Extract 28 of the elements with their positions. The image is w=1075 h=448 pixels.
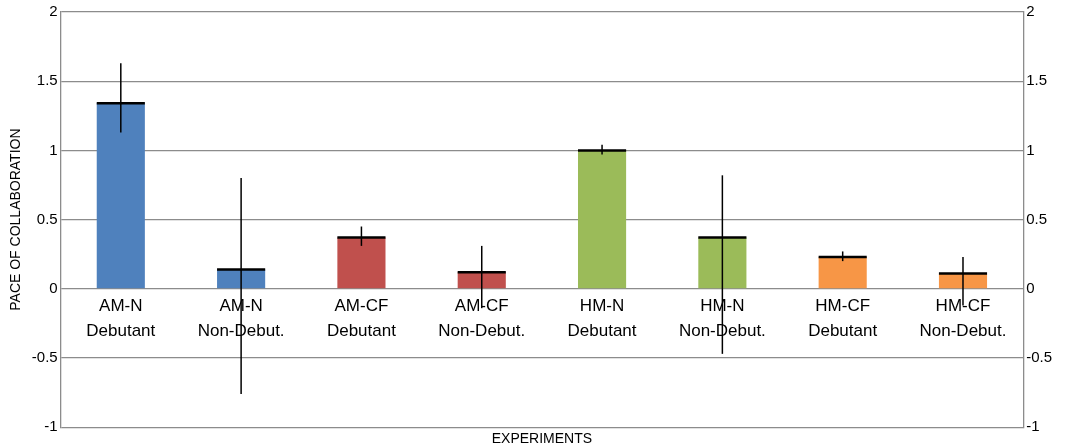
y2-tick-label: 1.5 xyxy=(1026,71,1048,89)
y-tick-label: 0.5 xyxy=(36,209,58,227)
x-tick-label: AM-N Debutant xyxy=(86,295,156,340)
x-axis-title: EXPERIMENTS xyxy=(491,430,593,447)
x-tick-label: HM-N Debutant xyxy=(567,295,637,340)
y2-tick-label: 1 xyxy=(1026,140,1035,158)
bar xyxy=(96,103,145,289)
y-tick-label: 0 xyxy=(49,278,58,296)
y2-tick-label: -1 xyxy=(1026,417,1040,435)
bar xyxy=(698,237,747,289)
y-axis-title: PACE OF COLLABORATION xyxy=(7,128,24,311)
x-tick-label: AM-CF Non-Debut. xyxy=(438,295,526,340)
bar xyxy=(818,256,867,289)
x-tick-label: AM-CF Debutant xyxy=(326,295,397,340)
y2-tick-label: 0 xyxy=(1026,278,1035,296)
y-tick-label: -0.5 xyxy=(31,348,58,366)
y-tick-label: 1 xyxy=(49,140,58,158)
y-tick-label: 1.5 xyxy=(36,71,58,89)
y2-tick-label: 2 xyxy=(1026,2,1035,20)
bar xyxy=(457,272,506,289)
y2-tick-label: 0.5 xyxy=(1026,209,1048,227)
y-tick-label: -1 xyxy=(44,417,58,435)
x-tick-label: HM-CF Non-Debut. xyxy=(919,295,1007,340)
y2-tick-label: -0.5 xyxy=(1026,348,1053,366)
y-tick-label: 2 xyxy=(49,2,58,20)
bar xyxy=(337,237,386,289)
bar xyxy=(577,150,627,289)
x-tick-label: HM-CF Debutant xyxy=(808,295,878,340)
